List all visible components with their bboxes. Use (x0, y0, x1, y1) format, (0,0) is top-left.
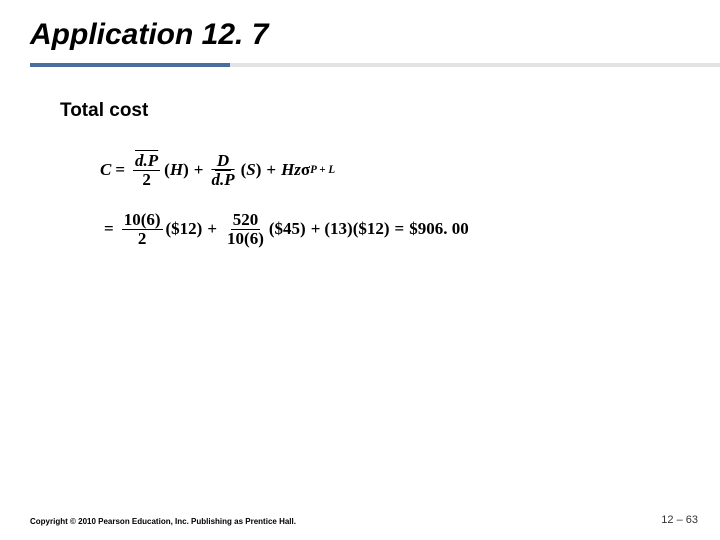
copyright-text: Copyright © 2010 Pearson Education, Inc.… (30, 517, 296, 526)
eq2-frac2-den: 10(6) (225, 230, 266, 248)
eq2-equals: = (104, 219, 114, 239)
eq1-term1: ((H)H) (164, 160, 189, 180)
eq2-term1: ($12) (166, 219, 203, 239)
eq1-sigma: σ (301, 160, 310, 180)
eq1-frac2-num: D (215, 152, 231, 171)
eq2-frac2-num: 520 (231, 211, 261, 230)
slide-title: Application 12. 7 (30, 18, 720, 52)
eq1-frac1-den: 2 (140, 171, 153, 189)
eq1-plus2: + (266, 160, 276, 180)
eq2-equals2: = (395, 219, 405, 239)
subtitle: Total cost (60, 100, 680, 122)
page-number: 12 – 63 (661, 514, 698, 526)
eq1-subscript: P + L (310, 164, 335, 176)
title-rule-gray (230, 63, 720, 67)
eq1-equals: = (115, 160, 125, 180)
eq1-frac1-num: d.P (133, 152, 160, 171)
eq2-term2: ($45) (269, 219, 306, 239)
title-rule-blue (30, 63, 230, 67)
eq1-lhs: C (100, 160, 111, 180)
eq1-frac2: D d.P (209, 152, 236, 189)
slide: Application 12. 7 Total cost C = d.P 2 (… (0, 0, 720, 540)
content-area: Total cost C = d.P 2 ((H)H) + D d.P (S) … (60, 100, 680, 247)
title-bar: Application 12. 7 (30, 18, 720, 52)
eq1-frac1: d.P 2 (133, 152, 160, 189)
equation-numeric: = 10(6) 2 ($12) + 520 10(6) ($45) + (13)… (104, 211, 680, 248)
eq1-Hz: Hz (281, 160, 301, 180)
eq2-plus1: + (207, 219, 217, 239)
eq1-term2: (S) (241, 160, 262, 180)
eq1-frac2-den: d.P (209, 171, 236, 189)
eq2-term3: (13)($12) (324, 219, 389, 239)
equation-symbolic: C = d.P 2 ((H)H) + D d.P (S) + Hz σ (100, 152, 680, 189)
eq2-frac1-num: 10(6) (122, 211, 163, 230)
eq1-plus1: + (194, 160, 204, 180)
eq2-frac1: 10(6) 2 (122, 211, 163, 248)
eq2-result: $906. 00 (409, 219, 469, 239)
title-rule (30, 63, 720, 67)
eq2-frac1-den: 2 (136, 230, 149, 248)
eq2-plus2: + (311, 219, 321, 239)
eq2-frac2: 520 10(6) (225, 211, 266, 248)
